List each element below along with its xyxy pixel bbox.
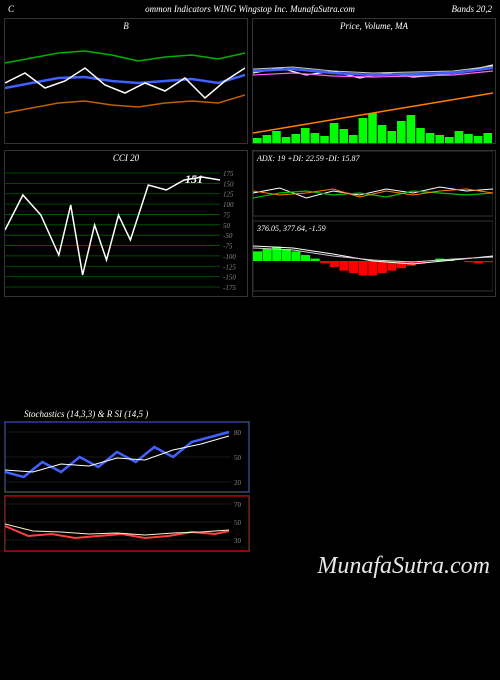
svg-text:150: 150 <box>223 180 234 188</box>
svg-text:-150: -150 <box>223 274 236 282</box>
svg-text:-175: -175 <box>223 284 236 292</box>
price-ma-title: Price, Volume, MA <box>253 19 495 33</box>
price-ma-panel: Price, Volume, MA <box>252 18 496 144</box>
svg-text:125: 125 <box>223 191 234 199</box>
svg-text:50: 50 <box>223 222 231 230</box>
svg-text:80: 80 <box>234 429 242 437</box>
svg-text:376.05, 377.64, -1.59: 376.05, 377.64, -1.59 <box>256 224 326 233</box>
stochastics-panel: 80 50 20 <box>4 421 250 493</box>
svg-text:20: 20 <box>234 479 242 487</box>
svg-text:151: 151 <box>185 172 203 186</box>
cci-panel: CCI 20 175 150 125 100 75 50 -50 -75 -100 -125 -15… <box>4 150 248 297</box>
svg-text:70: 70 <box>234 501 242 509</box>
bollinger-panel: B <box>4 18 248 144</box>
svg-text:175: 175 <box>223 170 234 178</box>
svg-text:50: 50 <box>234 454 242 462</box>
svg-text:100: 100 <box>223 201 234 209</box>
rsi-chart: 70 50 30 <box>5 496 249 551</box>
bollinger-chart <box>5 33 245 143</box>
svg-text:-50: -50 <box>223 232 233 240</box>
svg-text:50: 50 <box>234 519 242 527</box>
watermark-text: MunafaSutra.com <box>317 553 490 580</box>
svg-text:-100: -100 <box>223 253 236 261</box>
adx-macd-panel: ADX: 19 +DI: 22.59 -DI: 15.87 376.05, 377… <box>252 150 496 297</box>
stoch-title: Stochastics (14,3,3) & R SI (14,5 ) <box>4 407 496 421</box>
svg-text:-125: -125 <box>223 263 236 271</box>
header-left: C <box>8 4 14 14</box>
header-right: Bands 20,2 <box>452 4 493 14</box>
svg-text:-75: -75 <box>223 243 233 251</box>
stochastics-chart: 80 50 20 <box>5 422 249 492</box>
rsi-panel: 70 50 30 <box>4 495 250 552</box>
svg-text:ADX: 19 +DI: 22.59 -DI: 15.87: ADX: 19 +DI: 22.59 -DI: 15.87 <box>256 154 360 163</box>
page-header: C ommon Indicators WING Wingstop Inc. Mu… <box>0 0 500 18</box>
cci-chart: 175 150 125 100 75 50 -50 -75 -100 -125 -150 -175 15… <box>5 165 245 295</box>
svg-text:30: 30 <box>234 537 242 545</box>
svg-text:75: 75 <box>223 211 231 219</box>
chart-grid-row1: B Price, Volume, MA <box>0 18 500 144</box>
chart-grid-row2: CCI 20 175 150 125 100 75 50 -50 -75 -100 -125 -15… <box>0 150 500 297</box>
adx-macd-chart: ADX: 19 +DI: 22.59 -DI: 15.87 376.05, 377… <box>253 151 493 296</box>
header-center: ommon Indicators WING Wingstop Inc. Muna… <box>145 4 355 14</box>
chart-row3: Stochastics (14,3,3) & R SI (14,5 ) 80 50… <box>0 407 500 552</box>
price-ma-chart <box>253 33 493 143</box>
bollinger-title: B <box>5 19 247 33</box>
cci-title: CCI 20 <box>5 151 247 165</box>
